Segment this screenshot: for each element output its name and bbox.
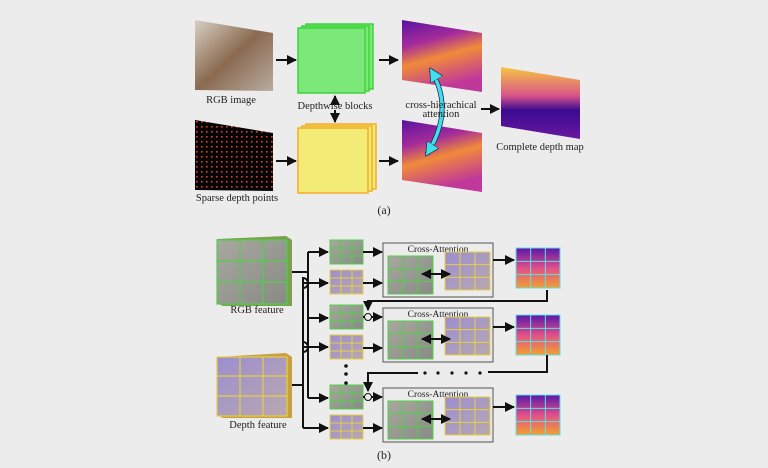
part-a: RGB image Sparse depth points Depthwise … — [195, 20, 584, 217]
rgb-image-label: RGB image — [206, 95, 256, 106]
complete-depth-map — [501, 67, 580, 139]
rgb-trunk — [292, 271, 309, 398]
horizontal-ellipsis — [423, 371, 482, 375]
yellow-depthwise-block — [297, 123, 377, 194]
cross-attention-box — [382, 242, 494, 298]
depth-patch — [329, 334, 364, 360]
sparse-depth-label: Sparse depth points — [196, 193, 278, 204]
rgb-feature-label: RGB feature — [230, 305, 284, 316]
cross-attention-label: Cross-Attention — [408, 310, 469, 320]
vertical-ellipsis — [344, 364, 348, 385]
cross-attention-arrow — [427, 70, 444, 154]
depth-patch — [329, 269, 364, 295]
key-patch — [444, 316, 491, 356]
feedback-path-3 — [363, 372, 418, 392]
attention-label-line1: cross-hierachical — [405, 100, 476, 111]
rgb-patch — [329, 304, 364, 330]
add-icon — [364, 313, 372, 321]
rgb-feature — [216, 236, 292, 306]
complete-depth-label: Complete depth map — [496, 142, 583, 153]
add-icon — [364, 393, 372, 401]
attention-label-line2: attention — [423, 109, 460, 120]
green-depthwise-block — [297, 23, 374, 94]
key-patch — [444, 251, 491, 291]
key-patch — [444, 396, 491, 436]
rgb-image — [195, 20, 273, 91]
cross-attention-label: Cross-Attention — [408, 390, 469, 400]
output-depth-patch — [515, 314, 561, 356]
depth-feature-label: Depth feature — [229, 420, 287, 431]
cross-attention-label: Cross-Attention — [408, 245, 469, 255]
output-depth-patch — [515, 394, 561, 436]
bottom-depth-map — [402, 120, 482, 192]
caption-a: (a) — [377, 203, 390, 217]
output-depth-patch — [515, 247, 561, 289]
caption-b: (b) — [377, 448, 391, 462]
top-depth-map — [402, 20, 482, 92]
depthwise-blocks-label: Depthwise blocks — [298, 101, 373, 112]
cross-attention-box — [382, 387, 494, 443]
depth-feature — [216, 353, 292, 418]
feedback-path-2 — [488, 355, 548, 373]
rgb-patch — [329, 384, 364, 410]
sparse-depth-image — [195, 120, 273, 191]
feedback-path-1 — [363, 290, 548, 311]
depth-trunk — [292, 276, 309, 428]
cross-attention-box — [382, 307, 494, 363]
depth-patch — [329, 414, 364, 440]
rgb-patch — [329, 239, 364, 265]
part-b: RGB feature Depth feature Cross-Attentio… — [216, 236, 561, 462]
